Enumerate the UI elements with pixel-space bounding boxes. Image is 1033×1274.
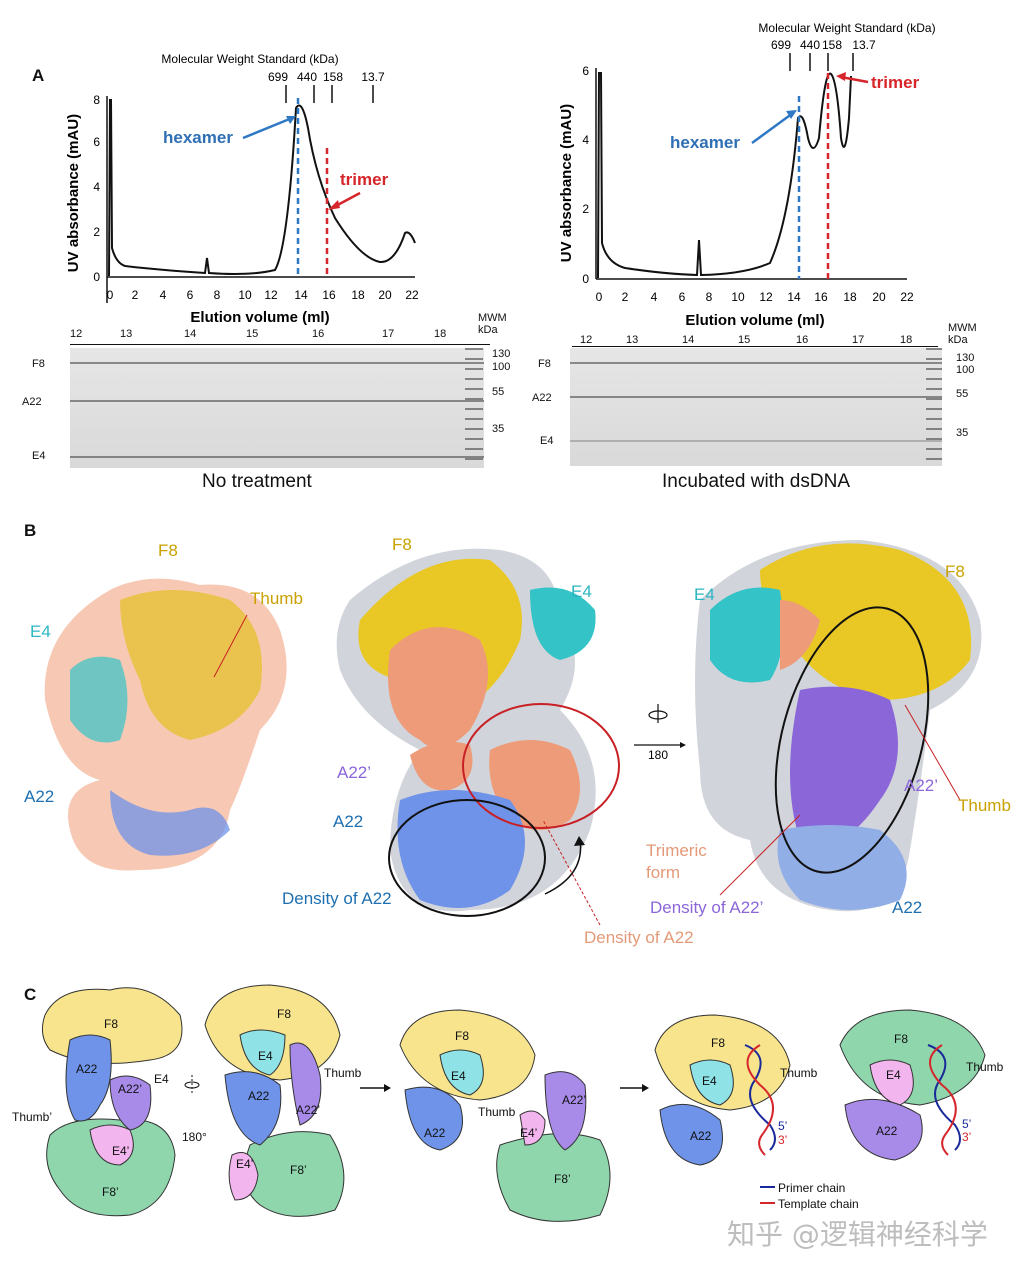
left-xlabel: Elution volume (ml)	[190, 309, 329, 326]
svg-text:699: 699	[771, 38, 791, 52]
b-thumb-label-3: Thumb	[958, 796, 1011, 815]
c-e4p: E4’	[112, 1144, 130, 1158]
svg-text:0: 0	[107, 288, 114, 302]
c-a22: A22	[76, 1062, 98, 1076]
svg-text:0: 0	[93, 270, 100, 284]
left-mws-158: 158	[323, 70, 343, 84]
svg-text:6: 6	[187, 288, 194, 302]
right-gel-image	[570, 348, 942, 466]
panel-c-cartoons	[41, 984, 986, 1222]
c-rot: 180°	[182, 1130, 207, 1144]
right-chromatogram: Molecular Weight Standard (kDa) 699 440 …	[558, 21, 936, 328]
left-mwm-heading: MWM kDa	[478, 312, 507, 336]
svg-text:8: 8	[706, 290, 713, 304]
panel-b-letter: B	[24, 521, 37, 540]
c-e4: E4	[154, 1072, 169, 1086]
svg-text:12: 12	[264, 288, 278, 302]
right-hexamer-label: hexamer	[670, 133, 740, 152]
watermark: 知乎 @逻辑神经科学	[727, 1218, 988, 1251]
svg-text:22: 22	[900, 290, 914, 304]
left-hexamer-label: hexamer	[163, 128, 233, 147]
svg-text:20: 20	[378, 288, 392, 302]
svg-text:2: 2	[93, 225, 100, 239]
svg-text:4: 4	[582, 133, 589, 147]
b-density-a22p: Density of A22’	[650, 898, 764, 917]
b-a22-label-3: A22	[892, 898, 923, 917]
svg-text:10: 10	[238, 288, 252, 302]
svg-text:0: 0	[596, 290, 603, 304]
left-chromatogram: Molecular Weight Standard (kDa) 699 440 …	[65, 52, 419, 326]
b-f8-label-2: F8	[392, 535, 412, 554]
svg-text:6: 6	[93, 135, 100, 149]
right-xlabel: Elution volume (ml)	[685, 312, 824, 328]
svg-text:14: 14	[787, 290, 801, 304]
b-thumb-label-1: Thumb	[250, 589, 303, 608]
svg-text:16: 16	[814, 290, 828, 304]
svg-text:6: 6	[582, 64, 589, 78]
svg-text:12: 12	[759, 290, 773, 304]
left-mws-137: 13.7	[361, 70, 385, 84]
c-f8p: F8’	[102, 1185, 119, 1199]
svg-text:14: 14	[294, 288, 308, 302]
svg-text:6: 6	[679, 290, 686, 304]
b-density-a22-salmon: Density of A22	[584, 928, 694, 947]
b-f8-label-1: F8	[158, 541, 178, 560]
svg-text:18: 18	[351, 288, 365, 302]
legend-template: Template chain	[778, 1197, 859, 1211]
left-band-e4: E4	[32, 450, 46, 462]
b-a22p-label-2: A22’	[337, 763, 372, 782]
right-ylabel: UV absorbance (mAU)	[558, 104, 575, 262]
svg-text:4: 4	[160, 288, 167, 302]
svg-text:20: 20	[872, 290, 886, 304]
left-trimer-label: trimer	[340, 170, 389, 189]
svg-text:22: 22	[405, 288, 419, 302]
left-gel-image	[70, 348, 484, 468]
svg-text:18: 18	[843, 290, 857, 304]
b-a22-label-2: A22	[333, 812, 364, 831]
svg-text:4: 4	[651, 290, 658, 304]
left-mws-699: 699	[268, 70, 288, 84]
right-gel-figure: 12 13 14 15 16 17 18 MWM kDa 130 100 55 3…	[560, 322, 1010, 468]
panel-b-structures: 180	[44, 540, 982, 926]
right-mwm-heading: MWM kDa	[948, 322, 977, 346]
left-gel-figure: 12 13 14 15 16 17 18 MWM kDa 130 100 55 3…	[56, 312, 510, 468]
svg-text:2: 2	[132, 288, 139, 302]
svg-text:16: 16	[322, 288, 336, 302]
svg-text:8: 8	[214, 288, 221, 302]
b-e4-label-1: E4	[30, 622, 51, 641]
c-f8: F8	[104, 1017, 119, 1031]
svg-text:440: 440	[800, 38, 820, 52]
b-density-a22-blue: Density of A22	[282, 889, 392, 908]
c-a22p: A22’	[118, 1082, 143, 1096]
left-band-f8: F8	[32, 358, 45, 370]
right-trimer-label: trimer	[871, 73, 920, 92]
b-e4-label-3: E4	[694, 585, 715, 604]
b-a22-label-1: A22	[24, 787, 55, 806]
legend-primer: Primer chain	[778, 1181, 846, 1195]
b-a22p-label-3: A22’	[904, 776, 939, 795]
svg-text:8: 8	[93, 93, 100, 107]
c-thumbp: Thumb’	[12, 1110, 53, 1124]
b-e4-label-2: E4	[571, 582, 592, 601]
left-band-a22: A22	[22, 396, 42, 408]
svg-text:158: 158	[822, 38, 842, 52]
b-rot-label: 180	[648, 748, 668, 762]
svg-text:2: 2	[582, 202, 589, 216]
svg-text:10: 10	[731, 290, 745, 304]
svg-text:4: 4	[93, 180, 100, 194]
left-ylabel: UV absorbance (mAU)	[65, 114, 82, 272]
panel-a-letter: A	[32, 66, 45, 85]
left-mws-440: 440	[297, 70, 317, 84]
panel-c-letter: C	[24, 985, 37, 1004]
right-mws-title: Molecular Weight Standard (kDa)	[758, 21, 935, 35]
left-caption: No treatment	[202, 471, 312, 492]
svg-text:2: 2	[622, 290, 629, 304]
svg-text:0: 0	[582, 272, 589, 286]
b-trimeric-form: Trimeric form	[646, 841, 707, 882]
right-caption: Incubated with dsDNA	[662, 471, 850, 492]
left-mws-title: Molecular Weight Standard (kDa)	[161, 52, 338, 66]
b-f8-label-3: F8	[945, 562, 965, 581]
svg-text:13.7: 13.7	[852, 38, 876, 52]
